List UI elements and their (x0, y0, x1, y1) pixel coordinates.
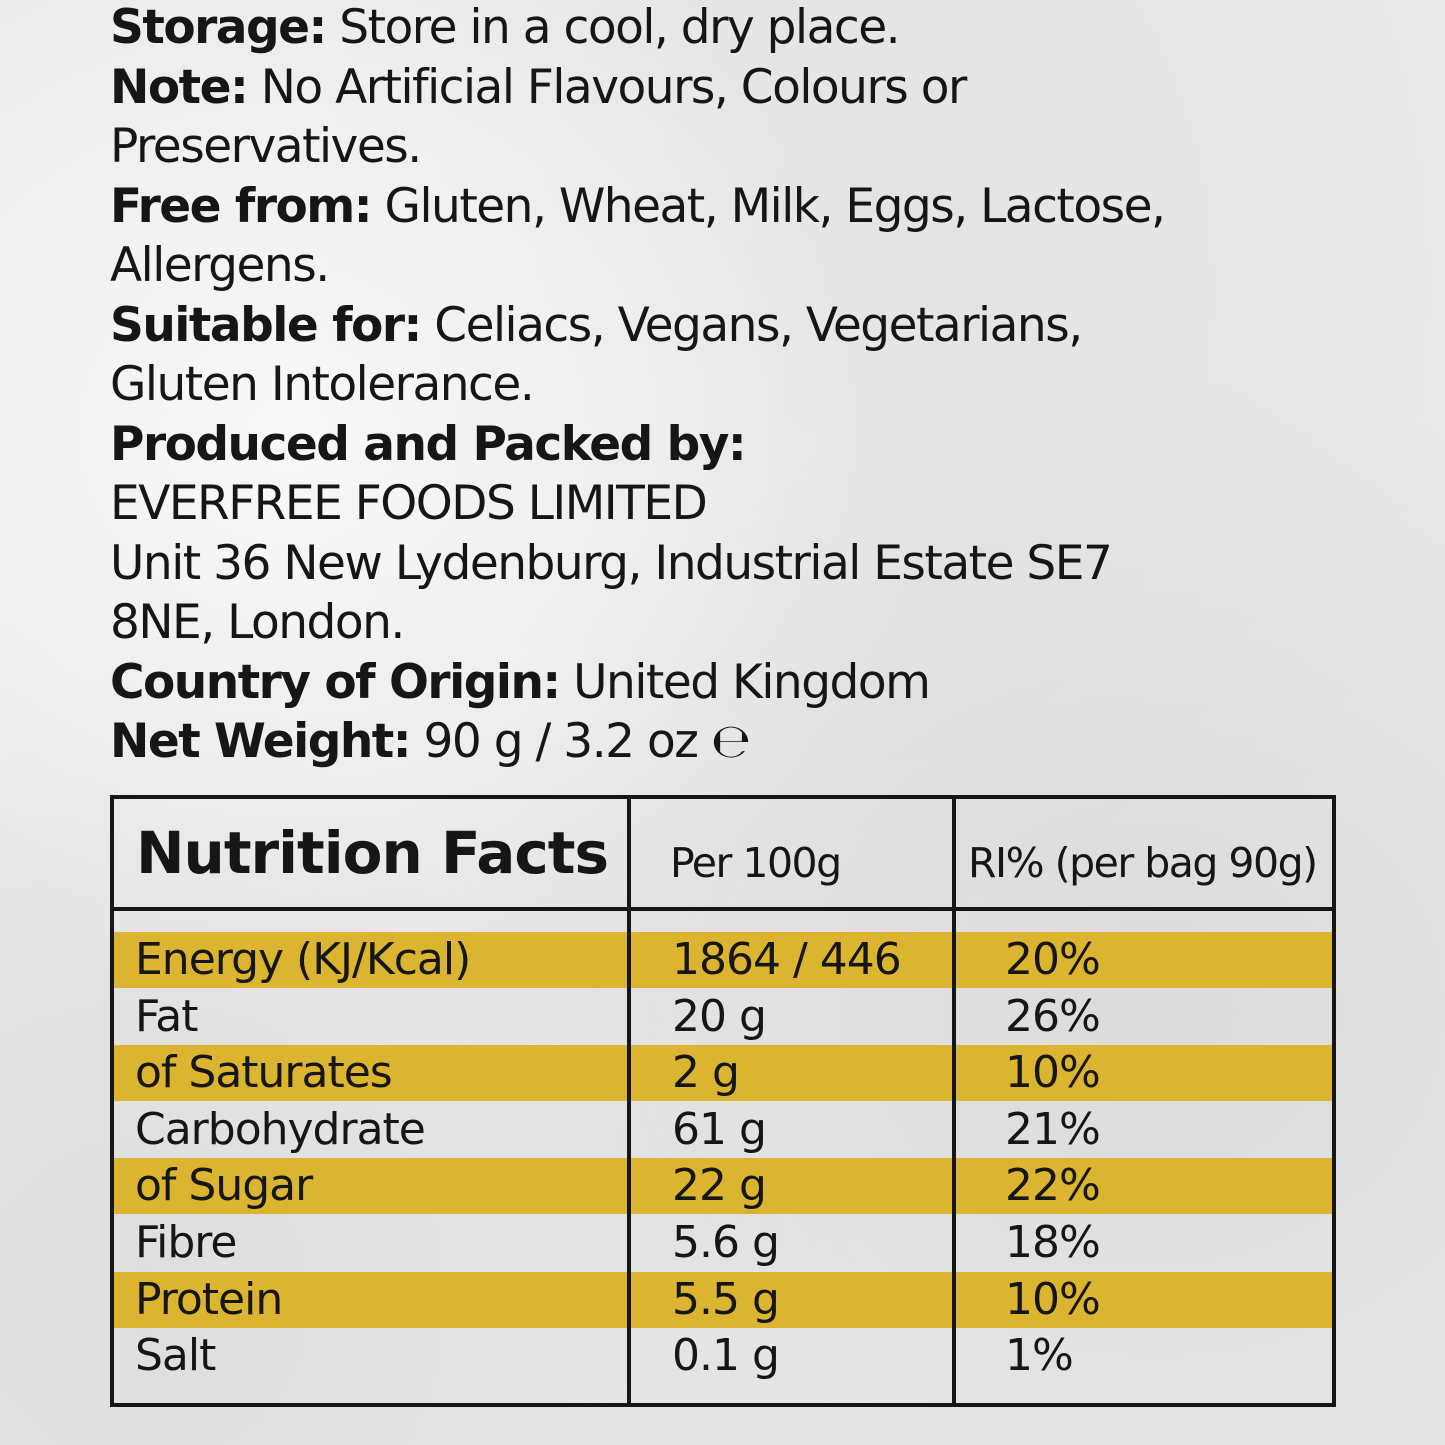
nutrition-row: Carbohydrate 61 g 21% (114, 1102, 1332, 1158)
nutrition-row: Protein 5.5 g 10% (114, 1271, 1332, 1328)
info-label: Produced and Packed by: (110, 416, 747, 472)
info-text: EVERFREE FOODS LIMITED (110, 476, 708, 531)
nutrition-row: Fat 20 g 26% (114, 989, 1332, 1045)
ri-value: 26% (1005, 990, 1101, 1042)
nutrition-row: Energy (KJ/Kcal) 1864 / 446 20% (114, 932, 1332, 988)
info-text: 90 g / 3.2 oz ℮ (423, 714, 752, 769)
nutrient-name: of Sugar (135, 1160, 313, 1212)
info-line: EVERFREE FOODS LIMITED (110, 474, 1360, 534)
info-line: Allergens. (110, 236, 1360, 296)
nutrient-name: Carbohydrate (135, 1103, 426, 1155)
info-line: Note: No Artificial Flavours, Colours or (110, 58, 1360, 118)
nutrient-name: Fat (135, 990, 198, 1042)
ri-value: 10% (1005, 1273, 1101, 1325)
info-text: Unit 36 New Lydenburg, Industrial Estate… (110, 535, 1113, 591)
ri-value: 1% (1005, 1330, 1074, 1382)
info-text: Gluten Intolerance. (110, 357, 535, 412)
per-100g-value: 5.6 g (672, 1217, 780, 1268)
ri-value: 18% (1005, 1217, 1101, 1268)
per-100g-value: 20 g (672, 990, 767, 1042)
info-line: Storage: Store in a cool, dry place. (110, 0, 1360, 58)
product-info: Storage: Store in a cool, dry place. Note… (110, 0, 1360, 772)
info-label: Storage: (110, 0, 327, 55)
info-text: Celiacs, Vegans, Vegetarians, (434, 297, 1083, 353)
ri-value: 20% (1005, 934, 1101, 985)
info-text: United Kingdom (573, 654, 931, 710)
per-100g-value: 2 g (672, 1047, 740, 1099)
info-text: Store in a cool, dry place. (339, 0, 900, 55)
info-line: Produced and Packed by: (110, 415, 1360, 475)
nutrition-table: Nutrition Facts Per 100g RI% (per bag 90… (110, 795, 1336, 1407)
info-line: Gluten Intolerance. (110, 355, 1360, 415)
per-100g-value: 0.1 g (672, 1330, 780, 1382)
nutrition-row: Fibre 5.6 g 18% (114, 1215, 1332, 1271)
header-per-100g: Per 100g (670, 839, 842, 887)
column-divider (627, 799, 631, 1403)
column-divider (952, 799, 956, 1403)
info-label: Country of Origin: (110, 654, 561, 710)
info-line: Preservatives. (110, 117, 1360, 177)
info-text: Allergens. (110, 238, 330, 293)
per-100g-value: 61 g (672, 1103, 767, 1155)
info-text: No Artificial Flavours, Colours or (260, 59, 968, 115)
nutrient-name: Protein (135, 1273, 283, 1325)
per-100g-value: 5.5 g (672, 1273, 780, 1325)
ri-value: 22% (1005, 1160, 1101, 1212)
nutrition-title: Nutrition Facts (136, 819, 609, 887)
info-text: 8NE, London. (110, 595, 405, 650)
info-line: Unit 36 New Lydenburg, Industrial Estate… (110, 534, 1360, 594)
info-text: Gluten, Wheat, Milk, Eggs, Lactose, (384, 178, 1166, 234)
header-divider (114, 907, 1332, 911)
per-100g-value: 22 g (672, 1160, 767, 1212)
ri-value: 21% (1005, 1103, 1101, 1155)
nutrient-name: Salt (135, 1330, 216, 1382)
header-ri: RI% (per bag 90g) (968, 839, 1318, 887)
nutrient-name: Fibre (135, 1217, 237, 1268)
per-100g-value: 1864 / 446 (672, 934, 902, 985)
nutrient-name: of Saturates (135, 1047, 393, 1099)
info-line: Net Weight: 90 g / 3.2 oz ℮ (110, 712, 1360, 772)
info-label: Suitable for: (110, 297, 422, 353)
info-line: Country of Origin: United Kingdom (110, 653, 1360, 713)
info-line: 8NE, London. (110, 593, 1360, 653)
nutrition-row: of Saturates 2 g 10% (114, 1045, 1332, 1102)
info-line: Free from: Gluten, Wheat, Milk, Eggs, La… (110, 177, 1360, 237)
info-line: Suitable for: Celiacs, Vegans, Vegetaria… (110, 296, 1360, 356)
ri-value: 10% (1005, 1047, 1101, 1099)
info-label: Free from: (110, 178, 373, 234)
nutrient-name: Energy (KJ/Kcal) (135, 934, 471, 985)
nutrition-row: of Sugar 22 g 22% (114, 1158, 1332, 1215)
info-label: Note: (110, 59, 249, 115)
nutrition-row: Salt 0.1 g 1% (114, 1328, 1332, 1384)
info-text: Preservatives. (110, 119, 422, 174)
info-label: Net Weight: (110, 714, 412, 769)
